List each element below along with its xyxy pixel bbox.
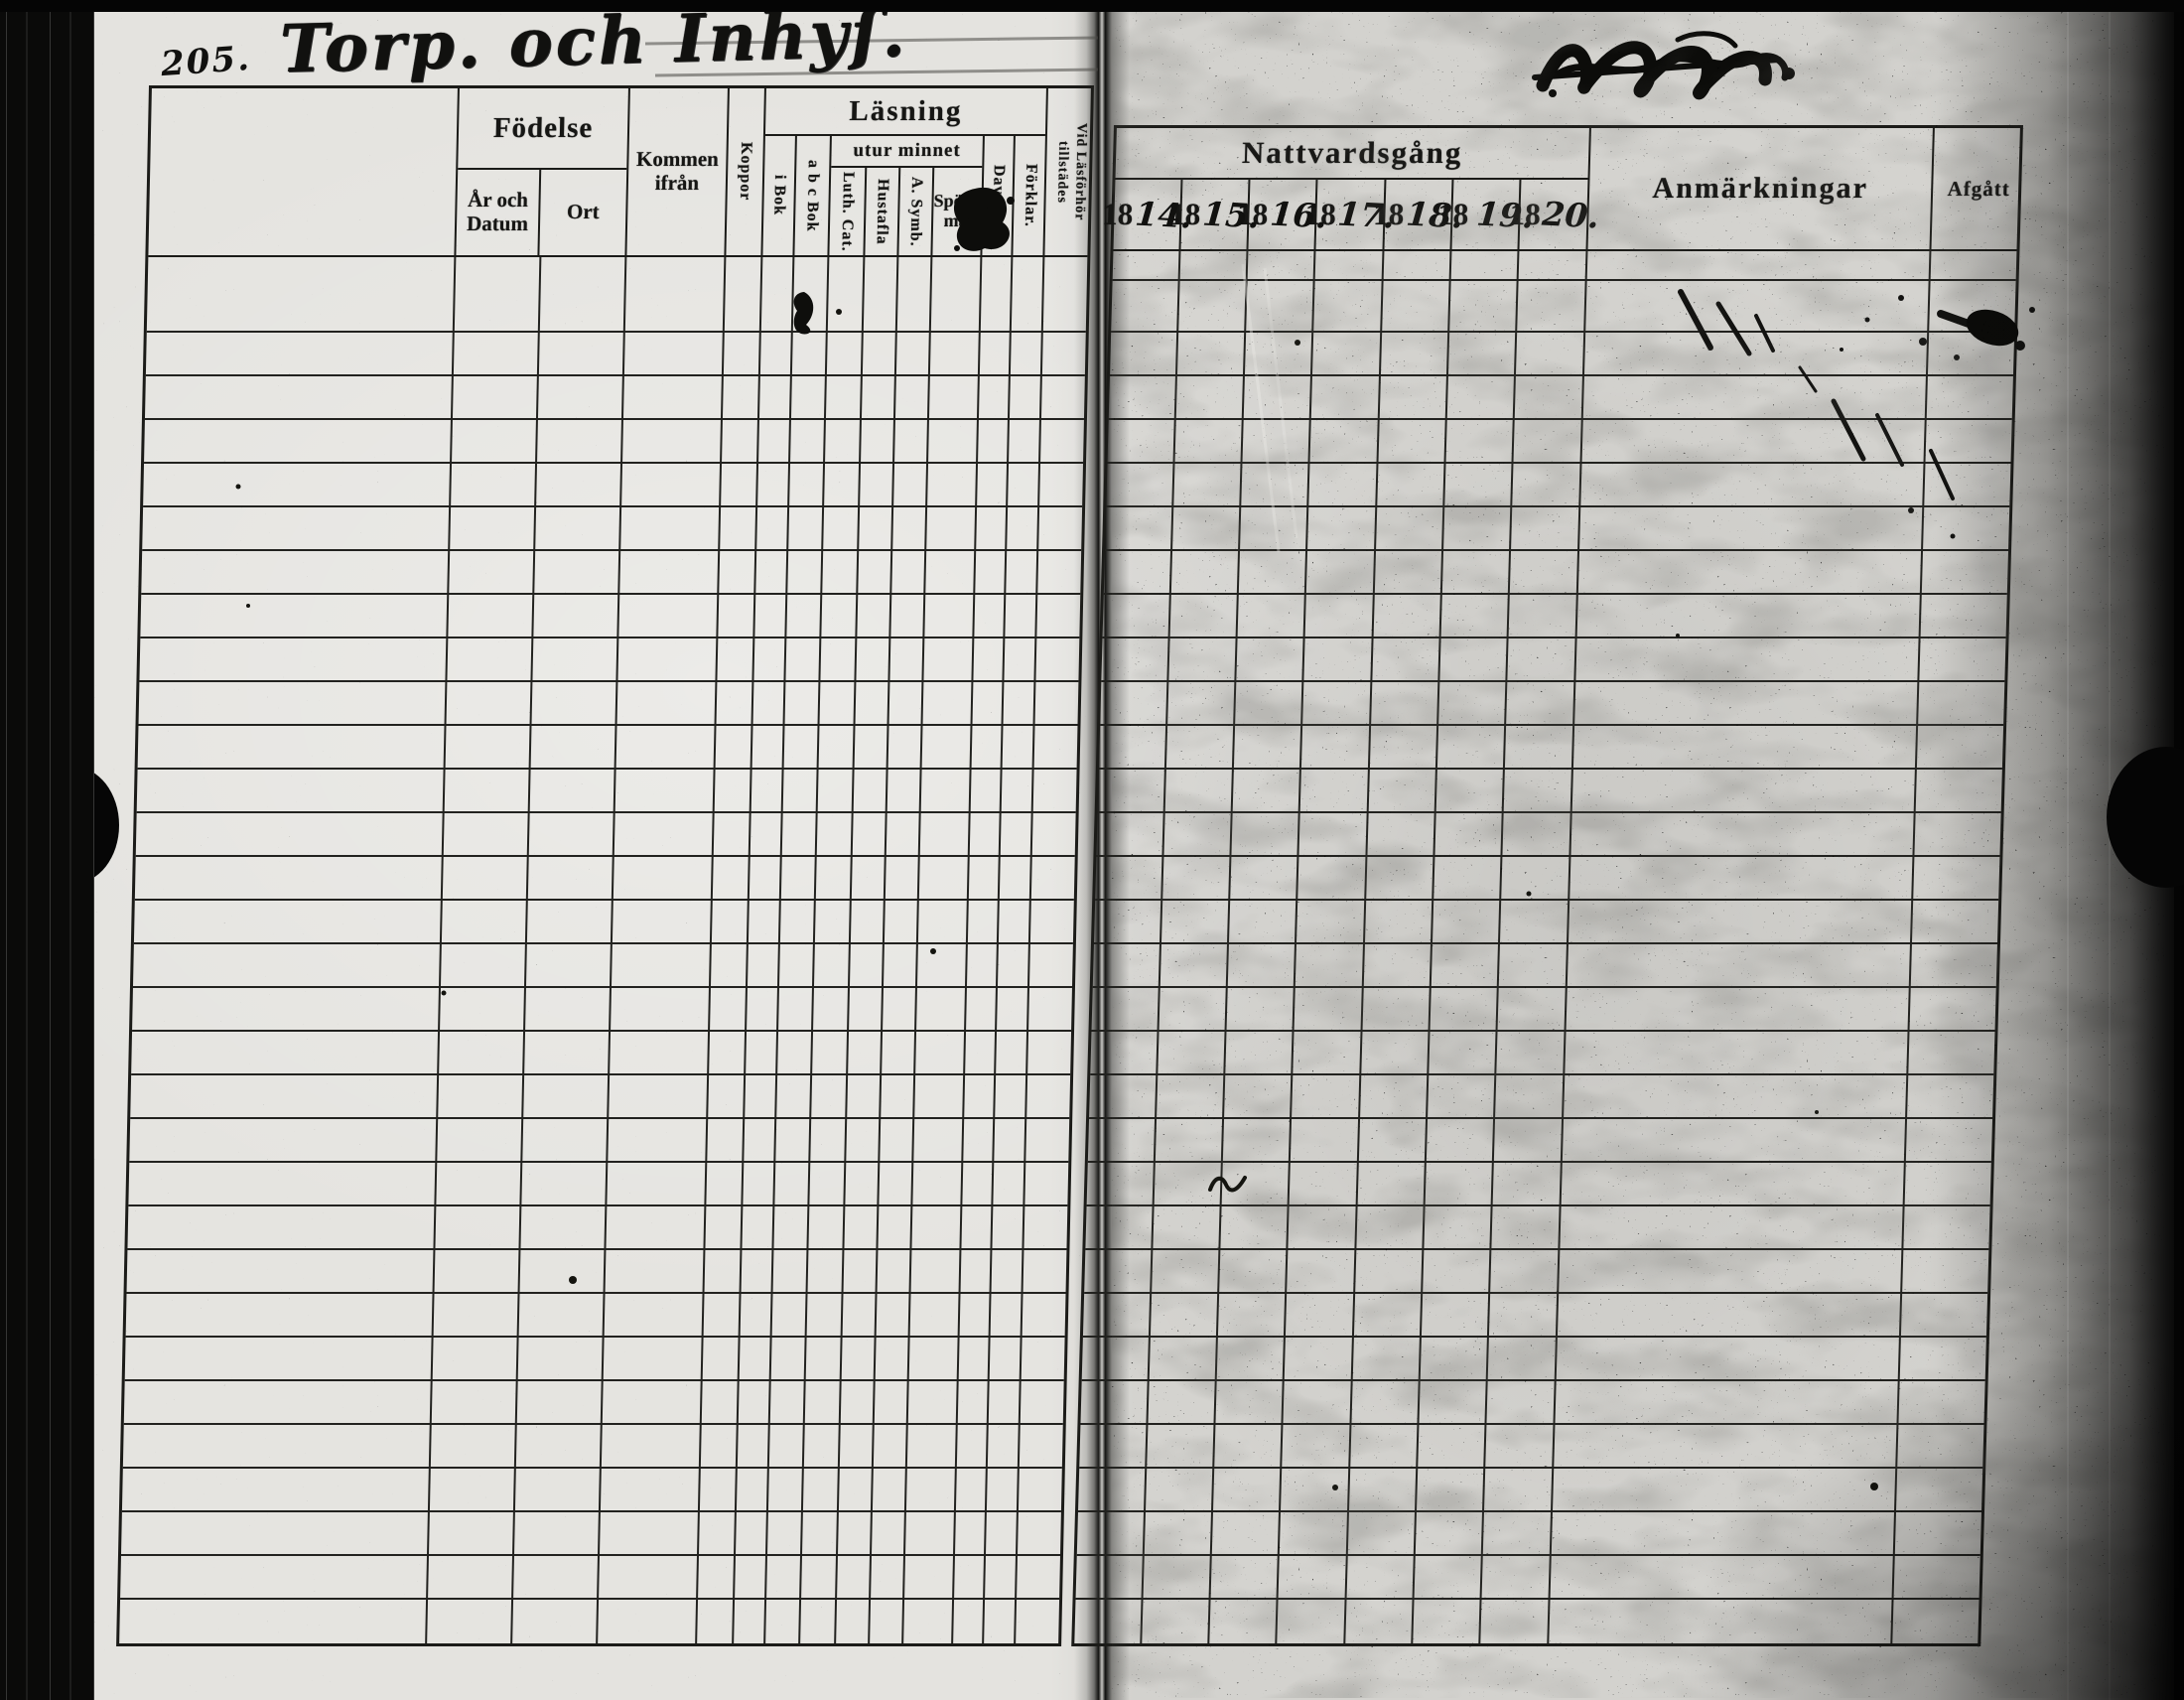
scan-edge-left — [0, 0, 94, 1700]
scratch-line — [2109, 12, 2111, 1700]
corner-shadow — [1668, 1343, 2184, 1700]
scan-edge-top — [0, 0, 2184, 12]
scratch-line — [2067, 12, 2069, 1700]
